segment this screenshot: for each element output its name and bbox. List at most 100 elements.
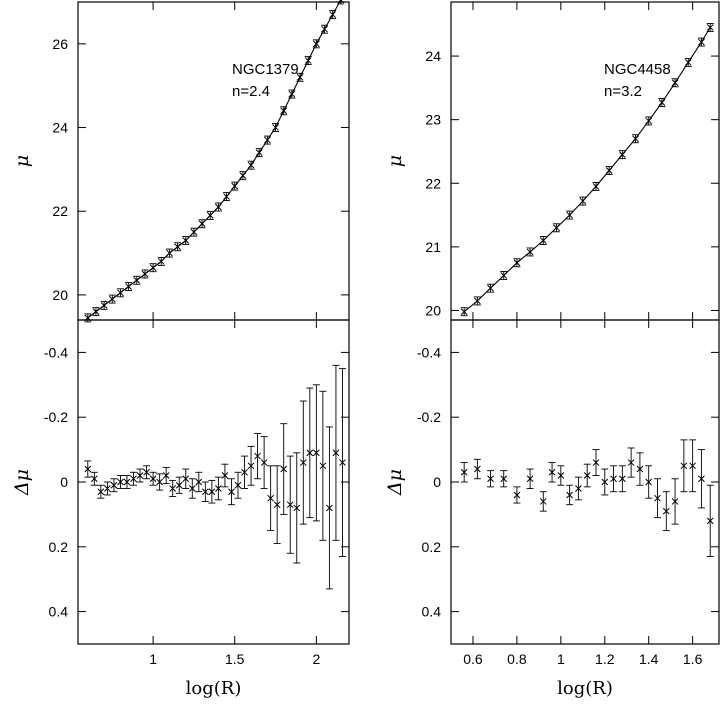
data-point (247, 161, 255, 169)
data-point (254, 452, 261, 460)
x-tick-label: 1 (149, 651, 157, 667)
y-tick-label: 21 (425, 239, 441, 255)
y-tick-label: 0.2 (49, 539, 69, 555)
y-tick-label: 20 (52, 287, 68, 303)
data-point (513, 259, 521, 267)
x-tick-label: 2 (312, 651, 320, 667)
data-point (141, 270, 149, 278)
panel-bottom-left: 1 1.5 2 0.4 0.2 0 -0.2 -0.4 Δμ log(R) (11, 319, 350, 699)
y-axis-label: Δμ (11, 469, 33, 496)
data-point (487, 475, 494, 483)
data-point (460, 468, 468, 476)
x-axis-label: log(R) (186, 678, 242, 699)
data-point (125, 283, 132, 290)
y-tick-label: 24 (52, 120, 68, 136)
data-point (654, 494, 661, 502)
data-point (299, 459, 307, 466)
data-point (706, 517, 714, 525)
data-point (162, 472, 170, 479)
data-point (100, 302, 108, 309)
y-tick-label: -0.4 (44, 344, 68, 360)
data-point (312, 449, 320, 457)
data-point (592, 183, 600, 190)
y-tick-label: 24 (425, 48, 441, 64)
data-point (658, 99, 666, 106)
data-point (296, 73, 304, 81)
data-point (175, 481, 183, 489)
data-point (539, 237, 547, 244)
data-point (474, 465, 481, 473)
data-point (339, 459, 346, 466)
data-point (321, 25, 328, 33)
panel-top-right: NGC4458 n=3.2 20 21 22 23 24 μ (384, 1, 720, 321)
data-point (618, 151, 626, 158)
data-point (108, 295, 116, 303)
data-point (304, 57, 312, 64)
data-point (84, 465, 92, 473)
panel-top-left: NGC1379 n=2.4 20 22 24 26 μ (11, 0, 350, 323)
data-point (267, 494, 274, 502)
data-point (97, 488, 105, 496)
data-point (273, 501, 281, 509)
data-point (182, 237, 190, 244)
data-point (264, 136, 271, 144)
data-point (548, 468, 556, 476)
data-point (195, 478, 203, 486)
data-point (133, 276, 141, 284)
data-point (206, 212, 214, 219)
data-point (332, 449, 340, 457)
data-point (92, 308, 100, 315)
plot-frame (450, 1, 720, 321)
data-point (215, 203, 222, 211)
data-point (306, 449, 314, 457)
data-point (149, 264, 157, 272)
y-tick-label: 22 (52, 203, 68, 219)
y-tick-label: 22 (425, 175, 441, 191)
plot-frame (450, 319, 720, 645)
plot-frame (77, 1, 350, 321)
data-point (583, 472, 591, 479)
data-point (592, 459, 600, 466)
data-point (605, 167, 613, 174)
data-point (698, 38, 705, 46)
y-tick-label: 0.4 (49, 604, 69, 620)
data-point (123, 478, 131, 486)
data-point (208, 488, 216, 496)
data-point (169, 485, 177, 492)
data-point (487, 284, 494, 292)
data-point (579, 197, 587, 205)
data-point (601, 478, 609, 486)
data-point (166, 249, 173, 257)
data-point (312, 40, 320, 48)
data-point (539, 498, 547, 505)
data-point (526, 248, 534, 256)
data-point (566, 211, 573, 219)
plot-frame (77, 319, 350, 645)
data-point (188, 485, 196, 492)
data-point (156, 478, 163, 486)
panel-bottom-right: 0.6 0.8 1 1.2 1.4 1.6 0.4 0.2 0 -0.2 -0.4 Δμ log(R) (384, 319, 720, 699)
data-point (500, 475, 508, 483)
data-point (575, 485, 582, 492)
y-tick-label: 26 (52, 36, 68, 52)
data-point (566, 491, 573, 499)
data-point (117, 289, 124, 297)
data-point (157, 258, 165, 265)
x-tick-label: 1.2 (595, 651, 615, 667)
data-point (319, 462, 327, 470)
data-point (286, 501, 294, 509)
data-point (326, 504, 333, 512)
data-point (557, 472, 565, 479)
data-point (337, 0, 345, 4)
data-point (260, 459, 268, 466)
data-point (215, 485, 222, 492)
data-point (706, 24, 714, 31)
annotation-galaxy-name: NGC4458 (604, 61, 671, 78)
data-point (117, 478, 124, 486)
data-point (234, 481, 242, 489)
data-point (662, 507, 670, 515)
data-point (221, 472, 229, 479)
data-point (231, 182, 239, 190)
data-point (636, 465, 644, 473)
